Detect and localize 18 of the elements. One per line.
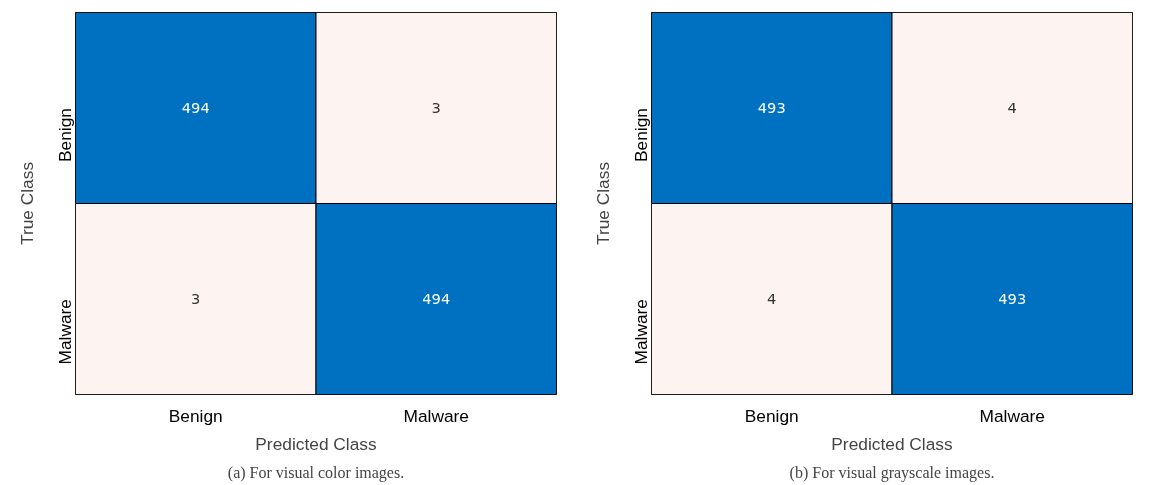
y-axis-title: True Class <box>16 161 37 246</box>
text: (a) For visual color images. <box>227 463 405 482</box>
data-label: 4 <box>1007 99 1017 116</box>
x-axis-title: Predicted Class <box>255 433 378 454</box>
x-tick-label: Malware <box>403 405 469 426</box>
x-tick-label: Benign <box>168 405 223 426</box>
data-label: 3 <box>191 290 201 307</box>
x-axis-title: Predicted Class <box>831 433 954 454</box>
data-label: 3 <box>431 99 441 116</box>
text: (b) For visual grayscale images. <box>789 463 995 482</box>
data-label: 493 <box>998 290 1027 307</box>
data-label: 494 <box>181 99 210 116</box>
y-axis-title: True Class <box>592 161 613 246</box>
data-label: 494 <box>422 290 451 307</box>
x-tick-label: Malware <box>979 405 1045 426</box>
data-label: 493 <box>757 99 786 116</box>
x-tick-label: Benign <box>744 405 799 426</box>
data-label: 4 <box>767 290 777 307</box>
